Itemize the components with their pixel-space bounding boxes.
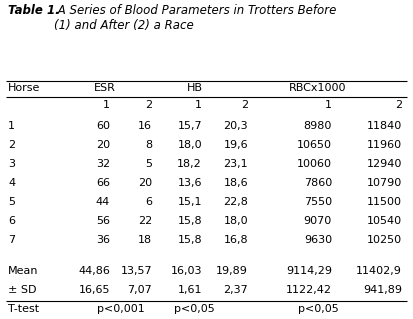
Text: 9114,29: 9114,29: [286, 266, 332, 276]
Text: RBCx1000: RBCx1000: [289, 83, 347, 93]
Text: 19,6: 19,6: [223, 140, 248, 150]
Text: 1: 1: [325, 100, 332, 110]
Text: 18: 18: [138, 235, 152, 245]
Text: 1: 1: [195, 100, 202, 110]
Text: 56: 56: [96, 216, 110, 226]
Text: 9070: 9070: [304, 216, 332, 226]
Text: 13,6: 13,6: [178, 178, 202, 188]
Text: 1: 1: [8, 121, 15, 131]
Text: 1122,42: 1122,42: [286, 285, 332, 295]
Text: p<0,05: p<0,05: [174, 304, 215, 314]
Text: 18,2: 18,2: [177, 159, 202, 169]
Text: 18,6: 18,6: [223, 178, 248, 188]
Text: 11500: 11500: [367, 197, 402, 207]
Text: 10650: 10650: [297, 140, 332, 150]
Text: Horse: Horse: [8, 83, 40, 93]
Text: Table 1.: Table 1.: [8, 4, 59, 17]
Text: 60: 60: [96, 121, 110, 131]
Text: 2: 2: [395, 100, 402, 110]
Text: 1: 1: [103, 100, 110, 110]
Text: A Series of Blood Parameters in Trotters Before
(1) and After (2) a Race: A Series of Blood Parameters in Trotters…: [54, 4, 336, 32]
Text: p<0,05: p<0,05: [298, 304, 338, 314]
Text: T-test: T-test: [8, 304, 39, 314]
Text: 20: 20: [138, 178, 152, 188]
Text: 13,57: 13,57: [120, 266, 152, 276]
Text: 1,61: 1,61: [178, 285, 202, 295]
Text: 66: 66: [96, 178, 110, 188]
Text: 11402,9: 11402,9: [356, 266, 402, 276]
Text: 7: 7: [8, 235, 15, 245]
Text: p<0,001: p<0,001: [97, 304, 145, 314]
Text: 2: 2: [8, 140, 15, 150]
Text: 8980: 8980: [304, 121, 332, 131]
Text: HB: HB: [187, 83, 202, 93]
Text: 8: 8: [145, 140, 152, 150]
Text: 5: 5: [8, 197, 15, 207]
Text: 16,65: 16,65: [78, 285, 110, 295]
Text: 15,8: 15,8: [177, 216, 202, 226]
Text: 6: 6: [8, 216, 15, 226]
Text: 32: 32: [96, 159, 110, 169]
Text: 3: 3: [8, 159, 15, 169]
Text: 2: 2: [241, 100, 248, 110]
Text: 941,89: 941,89: [363, 285, 402, 295]
Text: 22,8: 22,8: [223, 197, 248, 207]
Text: 11960: 11960: [367, 140, 402, 150]
Text: 11840: 11840: [367, 121, 402, 131]
Text: 10540: 10540: [367, 216, 402, 226]
Text: 9630: 9630: [304, 235, 332, 245]
Text: 7,07: 7,07: [127, 285, 152, 295]
Text: 16,8: 16,8: [223, 235, 248, 245]
Text: 15,1: 15,1: [178, 197, 202, 207]
Text: 10060: 10060: [297, 159, 332, 169]
Text: ESR: ESR: [94, 83, 116, 93]
Text: 23,1: 23,1: [223, 159, 248, 169]
Text: 10250: 10250: [367, 235, 402, 245]
Text: 16: 16: [138, 121, 152, 131]
Text: 18,0: 18,0: [177, 140, 202, 150]
Text: 7550: 7550: [304, 197, 332, 207]
Text: 22: 22: [138, 216, 152, 226]
Text: 18,0: 18,0: [223, 216, 248, 226]
Text: 5: 5: [145, 159, 152, 169]
Text: 6: 6: [145, 197, 152, 207]
Text: 20,3: 20,3: [223, 121, 248, 131]
Text: 12940: 12940: [367, 159, 402, 169]
Text: 2,37: 2,37: [223, 285, 248, 295]
Text: 15,7: 15,7: [177, 121, 202, 131]
Text: 4: 4: [8, 178, 15, 188]
Text: 10790: 10790: [367, 178, 402, 188]
Text: 2: 2: [145, 100, 152, 110]
Text: 20: 20: [96, 140, 110, 150]
Text: Mean: Mean: [8, 266, 38, 276]
Text: ± SD: ± SD: [8, 285, 36, 295]
Text: 44: 44: [96, 197, 110, 207]
Text: 7860: 7860: [304, 178, 332, 188]
Text: 44,86: 44,86: [78, 266, 110, 276]
Text: 16,03: 16,03: [171, 266, 202, 276]
Text: 19,89: 19,89: [216, 266, 248, 276]
Text: 15,8: 15,8: [177, 235, 202, 245]
Text: 36: 36: [96, 235, 110, 245]
